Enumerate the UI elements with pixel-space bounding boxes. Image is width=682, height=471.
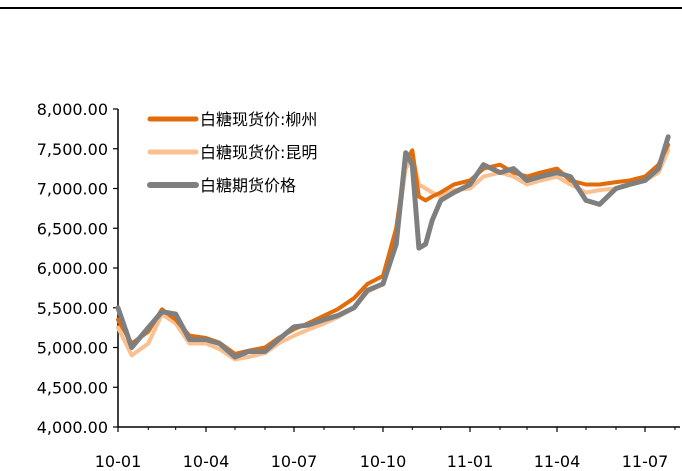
x-tick-label: 10-01 [95,452,142,471]
y-tick-label: 5,000.00 [37,339,108,358]
top-border-rule [0,7,682,9]
x-tick-label: 10-10 [360,452,407,471]
y-tick-label: 8,000.00 [37,100,108,119]
y-tick-label: 6,500.00 [37,219,108,238]
y-tick-label: 5,500.00 [37,299,108,318]
series-layer [115,134,671,362]
y-tick-label: 7,500.00 [37,140,108,159]
legend-label: 白糖现货价:昆明 [200,143,317,162]
x-tick-label: 11-07 [622,452,669,471]
axes: 4,000.00 4,500.00 5,000.00 5,500.00 6,000.00… [37,100,680,471]
x-tick-label: 11-04 [534,452,581,471]
series-line-2 [115,134,671,360]
x-tick-label: 10-07 [271,452,318,471]
x-tick-label: 11-01 [447,452,494,471]
y-tick-label: 6,000.00 [37,259,108,278]
y-tick-label: 4,000.00 [37,418,108,437]
y-tick-label: 7,000.00 [37,180,108,199]
legend-label: 白糖期货价格 [200,176,296,195]
y-tick-label: 4,500.00 [37,378,108,397]
legend-label: 白糖现货价:柳州 [200,110,317,129]
x-tick-label: 10-04 [183,452,230,471]
